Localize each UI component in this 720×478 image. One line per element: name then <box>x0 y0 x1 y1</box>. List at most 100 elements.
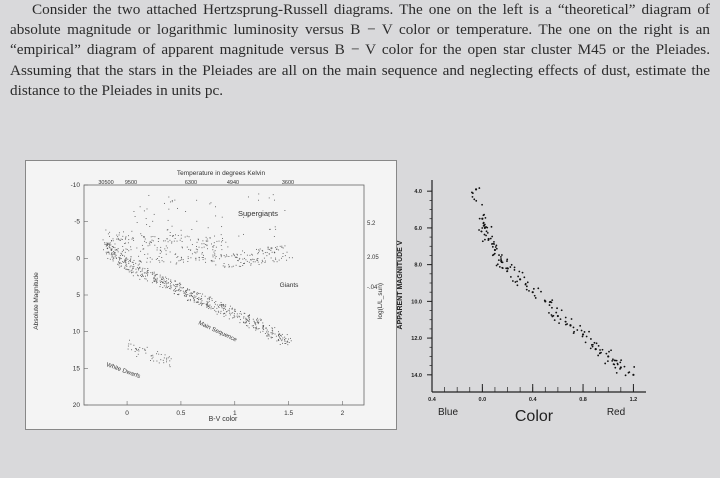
star-point <box>278 336 280 338</box>
pleiades-star <box>543 299 546 302</box>
star-point <box>286 334 288 336</box>
star-point <box>270 249 272 251</box>
star-point <box>236 315 238 317</box>
star-point <box>116 249 117 251</box>
star-point <box>275 257 276 259</box>
star-point <box>111 240 112 241</box>
star-point <box>250 259 251 261</box>
star-point <box>129 266 131 268</box>
star-point <box>202 254 204 256</box>
star-point <box>281 339 283 341</box>
pleiades-star <box>550 314 553 316</box>
star-point <box>233 313 235 315</box>
star-point <box>150 241 152 243</box>
star-point <box>155 281 157 283</box>
pleiades-star <box>481 227 484 229</box>
star-point <box>224 265 226 267</box>
star-point <box>205 303 207 305</box>
star-point <box>176 284 178 286</box>
star-point <box>196 220 198 222</box>
pleiades-star <box>572 332 575 335</box>
star-point <box>256 317 258 319</box>
star-point <box>118 262 120 264</box>
star-point <box>275 247 276 249</box>
star-point <box>140 261 142 263</box>
star-point <box>286 341 288 343</box>
y-tick-label: -10 <box>71 182 81 189</box>
pleiades-star <box>537 287 540 290</box>
star-point <box>207 305 208 307</box>
star-point <box>273 252 275 254</box>
star-point <box>120 238 122 240</box>
star-point <box>275 228 277 230</box>
problem-paragraph: Consider the two attached Hertzsprung-Ru… <box>10 1 710 99</box>
star-point <box>279 245 281 247</box>
supergiants-label: Supergiants <box>238 209 278 218</box>
star-point <box>160 246 162 248</box>
star-point <box>207 298 209 299</box>
star-point <box>108 244 110 245</box>
star-point <box>111 255 113 257</box>
star-point <box>106 251 108 253</box>
star-point <box>163 362 165 364</box>
pleiades-star <box>619 361 622 364</box>
star-point <box>267 335 269 337</box>
star-point <box>115 257 117 259</box>
star-point <box>113 251 115 252</box>
star-point <box>180 284 182 286</box>
star-point <box>132 261 134 263</box>
star-point <box>213 260 215 262</box>
star-point <box>239 316 241 318</box>
star-point <box>289 337 291 339</box>
pleiades-star <box>487 239 490 241</box>
star-point <box>186 235 188 237</box>
star-point <box>166 278 168 279</box>
star-point <box>211 261 213 263</box>
star-point <box>279 333 281 335</box>
star-point <box>143 237 145 238</box>
star-point <box>153 281 155 283</box>
star-point <box>163 240 165 242</box>
color-tick-label: 0.4 <box>529 397 538 403</box>
star-point <box>212 246 214 248</box>
star-point <box>144 272 146 274</box>
star-point <box>248 327 250 329</box>
star-point <box>253 327 255 329</box>
pleiades-star <box>610 349 612 352</box>
star-point <box>160 353 162 355</box>
star-point <box>197 301 199 303</box>
star-point <box>220 254 222 256</box>
star-point <box>127 348 129 350</box>
star-point <box>267 248 269 250</box>
star-point <box>209 237 211 239</box>
star-point <box>149 241 151 243</box>
star-point <box>162 276 164 278</box>
star-point <box>177 294 178 295</box>
star-point <box>182 247 183 249</box>
star-point <box>191 295 193 297</box>
star-point <box>150 242 152 244</box>
star-point <box>223 303 225 305</box>
pleiades-star <box>593 341 596 344</box>
star-point <box>270 247 272 249</box>
star-point <box>250 263 252 265</box>
star-point <box>199 302 201 304</box>
star-point <box>245 317 247 319</box>
star-point <box>213 242 215 244</box>
v-tick-label: 10.0 <box>411 299 422 305</box>
star-point <box>228 266 230 268</box>
star-point <box>125 248 127 250</box>
star-point <box>208 308 210 310</box>
star-point <box>193 298 195 299</box>
star-point <box>169 232 171 233</box>
star-point <box>119 266 121 268</box>
star-point <box>246 318 248 320</box>
star-point <box>221 241 223 243</box>
pleiades-star <box>611 359 614 362</box>
star-point <box>114 247 116 249</box>
pleiades-star <box>606 360 609 362</box>
star-point <box>184 295 186 297</box>
star-point <box>177 283 179 285</box>
pleiades-star <box>501 261 504 264</box>
star-point <box>268 197 270 199</box>
